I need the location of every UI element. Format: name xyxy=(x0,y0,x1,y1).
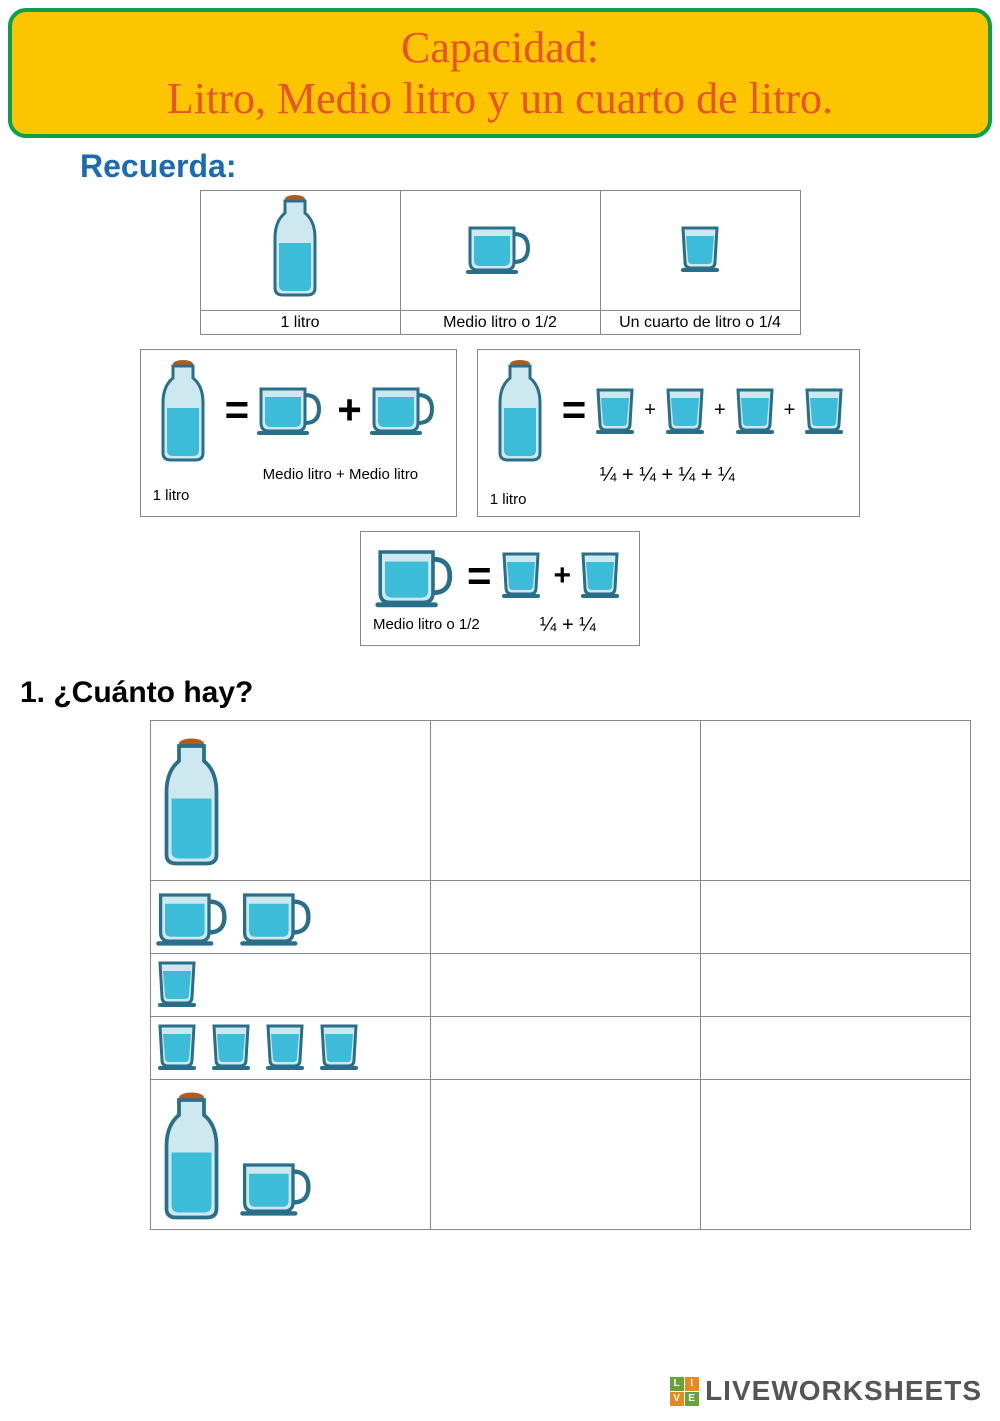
mug-icon xyxy=(154,884,234,950)
bottle-icon xyxy=(154,1090,234,1220)
mug-icon xyxy=(238,884,318,950)
ref-cell-bottle xyxy=(200,191,400,311)
ref-label-1: 1 litro xyxy=(200,311,400,335)
cup-icon xyxy=(154,1020,204,1076)
ans-row-3-input2[interactable] xyxy=(701,954,971,1017)
mug-icon xyxy=(368,379,444,441)
watermark-text: LIVEWORKSHEETS xyxy=(705,1375,982,1407)
eq3-left-label: Medio litro o 1/2 xyxy=(373,616,480,637)
mug-icon xyxy=(255,379,331,441)
equation-row-2: = + Medio litro o 1/2 ¼ + ¼ xyxy=(0,531,1000,646)
ans-row-4-img xyxy=(151,1017,431,1080)
watermark: L I V E LIVEWORKSHEETS xyxy=(670,1375,982,1407)
ref-label-3: Un cuarto de litro o 1/4 xyxy=(600,311,800,335)
equals-sign: = xyxy=(562,386,587,434)
wm-letter: I xyxy=(685,1377,699,1391)
ref-label-2: Medio litro o 1/2 xyxy=(400,311,600,335)
eq2-frac: ¼ + ¼ + ¼ + ¼ xyxy=(600,464,848,487)
cup-icon xyxy=(316,1020,366,1076)
wm-letter: E xyxy=(685,1392,699,1406)
ans-row-3-img xyxy=(151,954,431,1017)
plus-sign: + xyxy=(714,399,726,422)
cup-icon xyxy=(732,384,778,436)
ans-row-2-input2[interactable] xyxy=(701,881,971,954)
ref-cell-mug xyxy=(400,191,600,311)
bottle-icon xyxy=(153,358,219,462)
eq2-left-label: 1 litro xyxy=(490,491,848,508)
ans-row-4-input2[interactable] xyxy=(701,1017,971,1080)
mug-icon xyxy=(464,218,536,278)
question-1-heading: 1. ¿Cuánto hay? xyxy=(20,676,1000,710)
equation-row-1: = + Medio litro + Medio litro 1 litro = … xyxy=(0,349,1000,517)
ans-row-3-input[interactable] xyxy=(431,954,701,1017)
eq1-mid-label: Medio litro + Medio litro xyxy=(263,466,444,483)
plus-sign: + xyxy=(784,399,796,422)
cup-icon xyxy=(577,548,627,604)
watermark-logo: L I V E xyxy=(670,1377,699,1406)
ans-row-1-img xyxy=(151,721,431,881)
ans-row-2-input[interactable] xyxy=(431,881,701,954)
title-box: Capacidad: Litro, Medio litro y un cuart… xyxy=(8,8,992,138)
cup-icon xyxy=(592,384,638,436)
title-line1: Capacidad: xyxy=(32,22,968,73)
cup-icon xyxy=(662,384,708,436)
plus-sign: + xyxy=(554,559,572,593)
eq-box-3: = + Medio litro o 1/2 ¼ + ¼ xyxy=(360,531,640,646)
wm-letter: V xyxy=(670,1392,684,1406)
eq-box-2: = + + + ¼ + ¼ + ¼ + ¼ 1 litro xyxy=(477,349,861,517)
eq3-frac: ¼ + ¼ xyxy=(540,614,596,637)
ans-row-1-input[interactable] xyxy=(431,721,701,881)
ans-row-5-input[interactable] xyxy=(431,1080,701,1230)
ans-row-5-input2[interactable] xyxy=(701,1080,971,1230)
ref-cell-cup xyxy=(600,191,800,311)
cup-icon xyxy=(801,384,847,436)
mug-icon xyxy=(238,1154,318,1220)
ans-row-1-input2[interactable] xyxy=(701,721,971,881)
bottle-icon xyxy=(490,358,556,462)
cup-icon xyxy=(154,957,204,1013)
cup-icon xyxy=(498,548,548,604)
equals-sign: = xyxy=(467,552,492,600)
bottle-icon xyxy=(154,736,234,866)
plus-sign: + xyxy=(337,386,362,434)
ans-row-5-img xyxy=(151,1080,431,1230)
cup-icon xyxy=(677,222,723,274)
mug-icon xyxy=(373,540,461,612)
wm-letter: L xyxy=(670,1377,684,1391)
answer-table xyxy=(150,720,971,1230)
plus-sign: + xyxy=(644,399,656,422)
eq1-left-label: 1 litro xyxy=(153,487,444,504)
ans-row-2-img xyxy=(151,881,431,954)
cup-icon xyxy=(208,1020,258,1076)
equals-sign: = xyxy=(225,386,250,434)
cup-icon xyxy=(262,1020,312,1076)
bottle-icon xyxy=(265,193,335,303)
reference-table: 1 litro Medio litro o 1/2 Un cuarto de l… xyxy=(200,190,801,335)
eq-box-1: = + Medio litro + Medio litro 1 litro xyxy=(140,349,457,517)
ans-row-4-input[interactable] xyxy=(431,1017,701,1080)
recuerda-heading: Recuerda: xyxy=(80,148,1000,185)
title-line2: Litro, Medio litro y un cuarto de litro. xyxy=(32,73,968,124)
